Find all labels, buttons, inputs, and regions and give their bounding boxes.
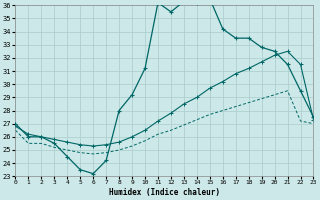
X-axis label: Humidex (Indice chaleur): Humidex (Indice chaleur) [109,188,220,197]
